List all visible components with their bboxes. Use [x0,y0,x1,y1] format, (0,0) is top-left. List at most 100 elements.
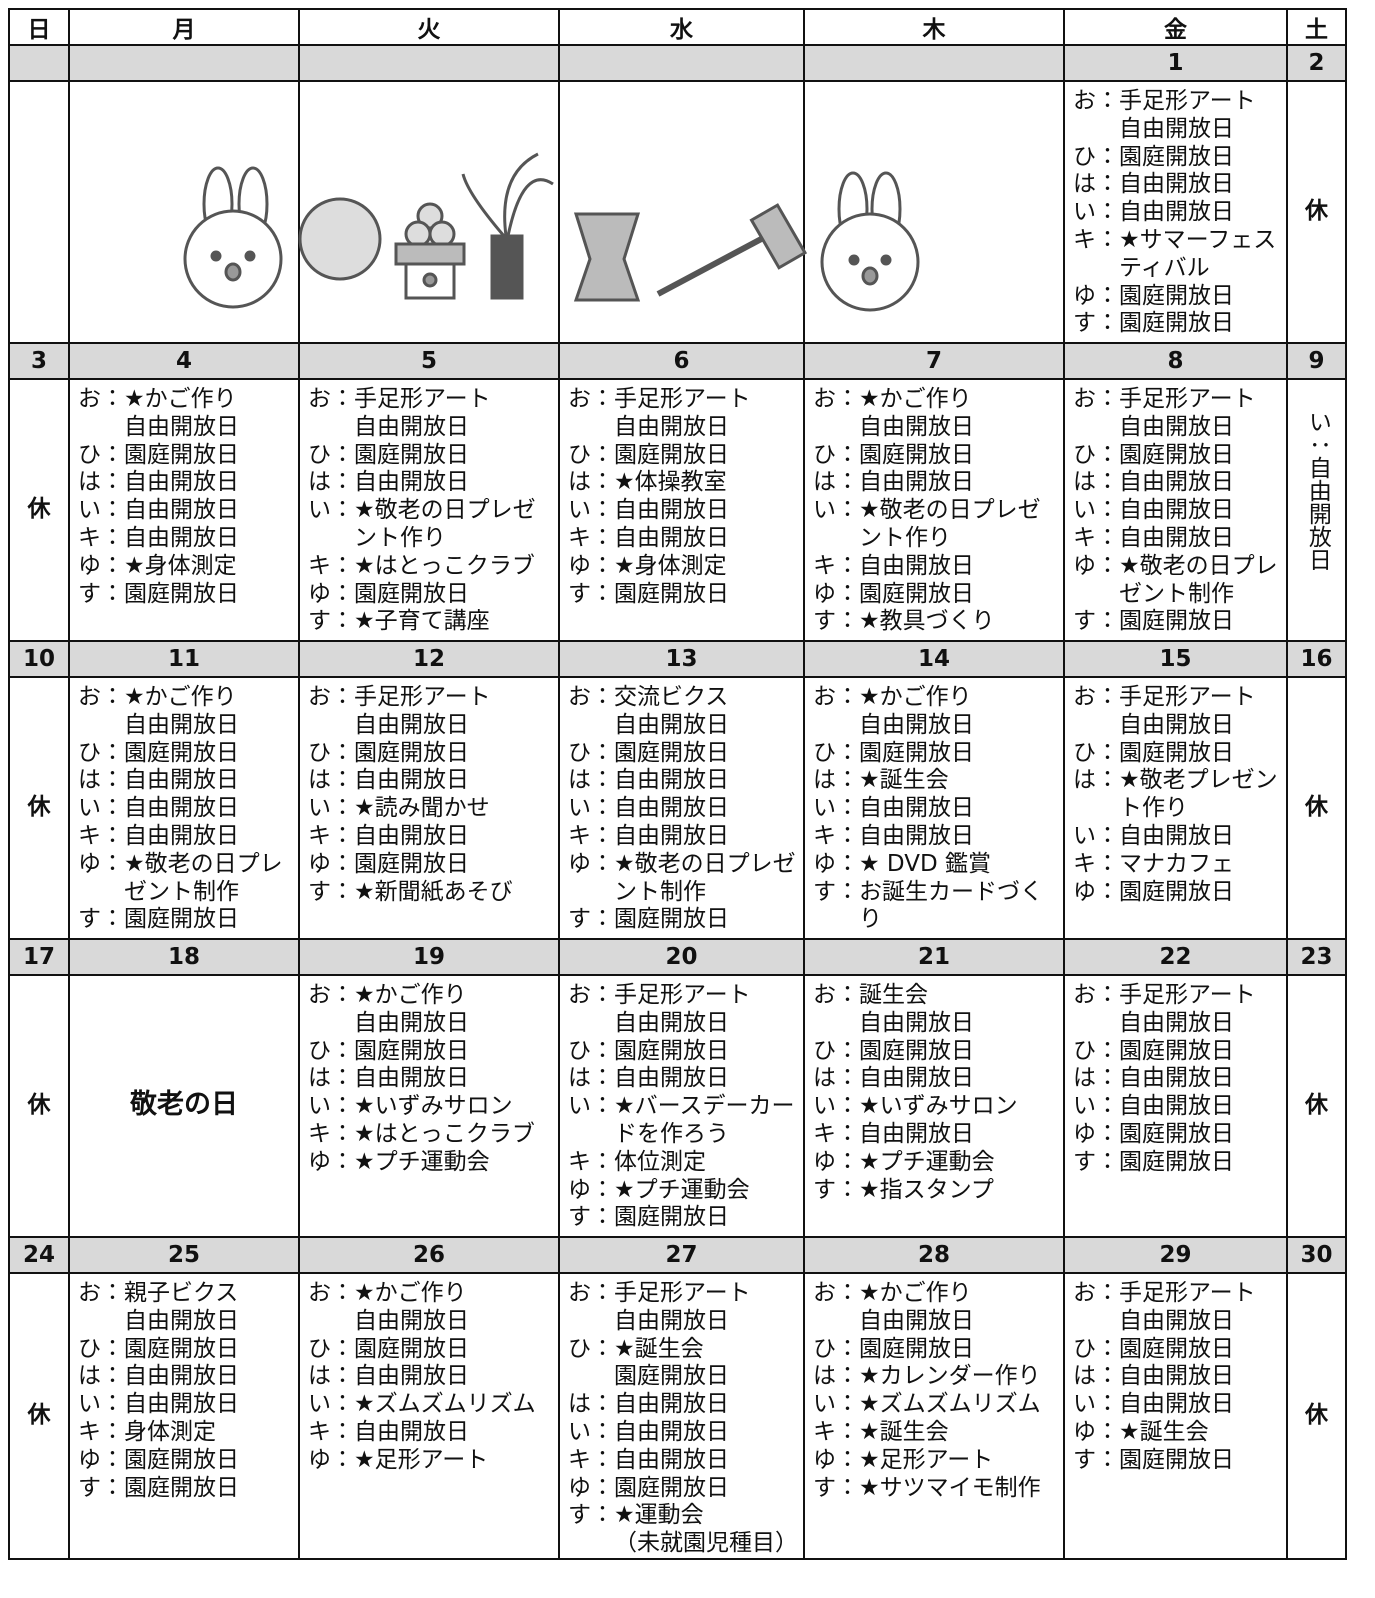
entry-text: ★かご作り [124,684,237,710]
entry-text: ★身体測定 [124,552,237,579]
entry: お： 手足形アート 自由開放日 [1065,386,1286,442]
entry-key: は： [813,1363,859,1390]
header-row: 日月火水木金土 [8,8,1347,46]
entry-lines: ★身体測定 [124,553,298,581]
entry-key: ひ： [1073,1037,1119,1064]
entry-key: お： [568,386,614,412]
date-number: 16 [1300,646,1333,672]
entry-lines: 手足形アート 自由開放日 [1119,88,1286,144]
entry-lines: ★教具づくり [859,608,1063,636]
entry-key: キ： [308,822,354,849]
entry-text: 園庭開放日 [124,441,239,468]
entry-key: ひ： [568,1037,614,1064]
entry-lines: 自由開放日 [614,497,803,525]
entry: お： 手足形アート 自由開放日 [560,386,803,442]
day-cell [803,80,1065,344]
entry: い： ★いずみサロン [300,1093,558,1121]
entries: お： ★かご作り 自由開放日 ひ： 園庭開放日 は： 自由開放日 い： ★敬老の日プレゼント作り… [805,380,1063,636]
entry-lines: 園庭開放日 [1119,310,1286,338]
entry-lines: ★敬老の日プレゼント作り [859,497,1063,553]
entry-text: 自由開放日 [1119,524,1234,551]
entry-text: 園庭開放日 [1119,1446,1234,1473]
date-cell: 28 [803,1236,1065,1274]
entry: す： 園庭開放日 [560,906,803,934]
entry-text: 自由開放日 [124,795,239,822]
entry-text: ★足形アート [859,1446,994,1473]
date-cell [298,44,560,82]
date-cell [558,44,805,82]
entry-key: す： [1073,1148,1119,1175]
day-cell: 休 [1286,1272,1347,1560]
entry-key: は： [308,1065,354,1092]
entry-key: ひ： [1073,1335,1119,1362]
entry-text: ★敬老の日プレゼント制作 [1119,552,1278,607]
entry-text: 自由開放日 [1119,711,1234,738]
entry-lines: 手足形アート 自由開放日 [1119,386,1286,442]
entry-text: 手足形アート [614,1280,751,1306]
entry-key: キ： [1073,850,1119,877]
entry: お： 手足形アート 自由開放日 [1065,88,1286,144]
entry-text: 自由開放日 [859,413,974,440]
entry-key: お： [813,684,859,710]
calendar-body: 日月火水木金土 1 2 お： 手足形アート 自由開放日 ひ： 園庭開放日 は： 自由開放日 い： 自由… [8,8,1347,1560]
day-cell: 休 [1286,676,1347,940]
entry-lines: 園庭開放日 [1119,1038,1286,1066]
entry-lines: 手足形アート 自由開放日 [354,386,558,442]
date-number: 5 [420,348,437,374]
entry-lines: ★新聞紙あそび [354,879,558,907]
day-cell: お： 手足形アート 自由開放日 ひ： 園庭開放日 は： 自由開放日 い： ★バースデーカードを作… [558,974,805,1238]
entry-text: 親子ビクス [124,1280,239,1306]
entry-lines: 園庭開放日 [1119,740,1286,768]
date-cell: 4 [68,342,300,380]
date-number: 12 [412,646,445,672]
day-cell: お： 交流ビクス 自由開放日 ひ： 園庭開放日 は： 自由開放日 い： 自由開放日 キ： 自由開放日… [558,676,805,940]
entry: い： ★いずみサロン [805,1093,1063,1121]
date-number: 21 [917,944,950,970]
entry: キ： ★サマーフェスティバル [1065,227,1286,283]
entry-key: キ： [78,822,124,849]
entry-key: ひ： [813,1037,859,1064]
entry-key: お： [1073,88,1119,114]
entry: い： 自由開放日 [560,497,803,525]
entry-lines: ★身体測定 [614,553,803,581]
entry-text: 園庭開放日 [859,441,974,468]
entry: キ： 自由開放日 [300,823,558,851]
holiday-label: 敬老の日 [130,1089,238,1121]
entry: ひ： 園庭開放日 [70,1336,298,1364]
entry-text: 自由開放日 [354,1065,469,1092]
entry-lines: 園庭開放日 [124,1447,298,1475]
entry-lines: 園庭開放日 [1119,283,1286,311]
entry-text: 自由開放日 [1119,413,1234,440]
entry-key: ゆ： [308,1446,354,1473]
entry-text: 自由開放日 [1119,1065,1234,1092]
entry-text: 自由開放日 [124,413,239,440]
entry-text: 手足形アート [1119,684,1256,710]
entry-text: ★かご作り [859,684,972,710]
entry-lines: 誕生会 自由開放日 [859,982,1063,1038]
entry-key: い： [1073,1093,1119,1120]
entry-key: す： [308,878,354,905]
entry: い： ★読み聞かせ [300,795,558,823]
entry: ひ： 園庭開放日 [805,740,1063,768]
date-cell: 9 [1286,342,1347,380]
weekday-header: 水 [558,8,805,46]
entry-text: 自由開放日 [614,822,729,849]
entry: キ： 自由開放日 [560,823,803,851]
entry-key: ひ： [568,739,614,766]
weekday-header: 金 [1063,8,1288,46]
entry-text: 園庭開放日 [1119,878,1234,905]
entry-lines: 園庭開放日 [614,906,803,934]
entry-key: ゆ： [1073,1120,1119,1147]
entry-lines: ★誕生会 [859,1419,1063,1447]
entry-text: 園庭開放日 [1119,441,1234,468]
entry: キ： 自由開放日 [805,823,1063,851]
entry-lines: 自由開放日 [124,1391,298,1419]
entry: キ： 自由開放日 [70,525,298,553]
entry-key: い： [1073,822,1119,849]
closed-label: 休 [1305,794,1328,821]
content-row: 休敬老の日 お： ★かご作り 自由開放日 ひ： 園庭開放日 は： 自由開放日 い： ★いずみサロン… [8,974,1347,1238]
entry-text: 自由開放日 [614,795,729,822]
entry-key: す： [78,580,124,607]
entry-text: ★ DVD 鑑賞 [859,850,991,877]
entry-text: ★敬老の日プレゼント制作 [124,850,283,905]
